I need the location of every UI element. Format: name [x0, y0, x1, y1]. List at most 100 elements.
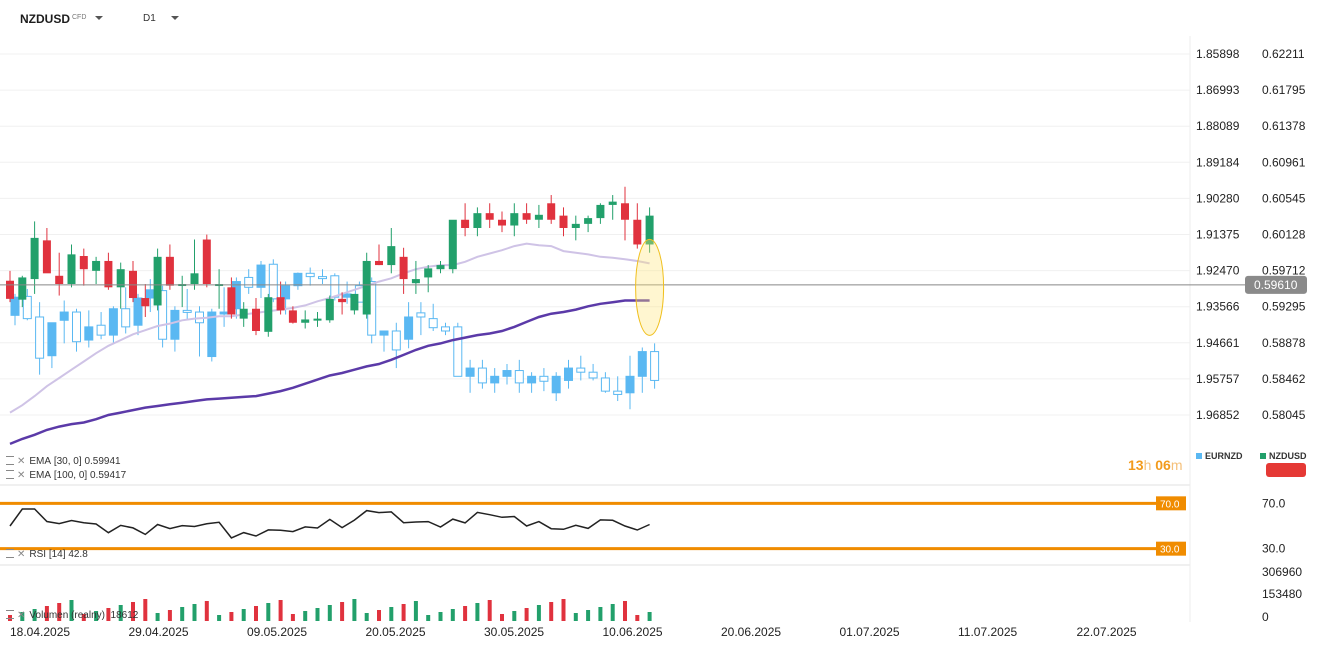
- symbol-label[interactable]: NZDUSD: [20, 12, 70, 26]
- nzdusd-candle-body: [239, 308, 248, 319]
- chart-toolbar: NZDUSD CFD D1: [0, 0, 1320, 36]
- volume-bar: [438, 612, 443, 621]
- eurnzd-candle-body: [121, 308, 131, 328]
- nzdusd-candle-body: [30, 237, 39, 280]
- nzdusd-candle-body: [596, 204, 605, 219]
- indicator-close-icon[interactable]: ✕: [17, 456, 26, 467]
- right-axis-tick-label: 0.60545: [1262, 191, 1306, 205]
- nzdusd-candle-body: [485, 213, 494, 220]
- eurnzd-candle-body: [330, 275, 340, 298]
- rsi-level-badge-label: 30.0: [1160, 545, 1180, 556]
- nzdusd-candle-body: [645, 215, 654, 245]
- nzdusd-candle-body: [6, 280, 14, 299]
- nzdusd-candle-body: [141, 298, 150, 307]
- nzdusd-candle-body: [461, 219, 470, 228]
- rsi-level-badge-label: 70.0: [1160, 499, 1180, 510]
- indicator-menu-icon[interactable]: [6, 470, 14, 479]
- rsi-axis-tick-label: 70.0: [1262, 496, 1286, 510]
- x-axis-tick-label: 18.04.2025: [10, 625, 70, 639]
- legend-eurnzd: EURNZD: [1196, 451, 1243, 461]
- nzdusd-candle-body: [608, 201, 617, 205]
- volume-bar: [81, 614, 86, 621]
- nzdusd-candle-body: [92, 260, 101, 271]
- eurnzd-candle-body: [22, 295, 32, 320]
- current-price-badge: [1245, 275, 1307, 294]
- volume-bar: [623, 601, 627, 621]
- timeframe-selector[interactable]: D1: [143, 13, 156, 24]
- volume-bar: [32, 609, 37, 621]
- volume-bar: [549, 602, 554, 621]
- volume-bar: [327, 605, 332, 621]
- eurnzd-candle-body: [108, 308, 118, 336]
- left-axis-tick-label: 1.92470: [1196, 264, 1240, 278]
- nzdusd-candle-body: [387, 246, 396, 266]
- nzdusd-candle-body: [116, 269, 125, 288]
- left-axis-tick-label: 1.89184: [1196, 155, 1240, 169]
- eurnzd-candle-body: [453, 326, 463, 377]
- nzdusd-candle-body: [424, 268, 433, 278]
- eurnzd-candle-body: [207, 311, 217, 358]
- nzdusd-candle-body: [67, 254, 76, 285]
- eurnzd-candle-body: [564, 367, 573, 381]
- nzdusd-candle-body: [522, 213, 531, 220]
- right-axis-tick-label: 0.58045: [1262, 408, 1306, 422]
- indicator-menu-icon[interactable]: [6, 549, 14, 558]
- volume-bar: [413, 601, 418, 621]
- volume-bar: [94, 611, 99, 621]
- x-axis-tick-label: 11.07.2025: [958, 625, 1017, 639]
- indicator-close-icon[interactable]: ✕: [17, 610, 26, 621]
- indicator-menu-icon[interactable]: [6, 610, 14, 619]
- volume-bar: [500, 614, 504, 621]
- volume-bar: [192, 604, 197, 621]
- symbol-dropdown-chevron-icon[interactable]: [95, 16, 103, 20]
- right-axis-tick-label: 0.59295: [1262, 300, 1306, 314]
- eurnzd-candle-body: [539, 375, 549, 382]
- volume-bar: [377, 610, 381, 621]
- ema30-indicator-label[interactable]: ✕ EMA [30, 0] 0.59941: [6, 455, 121, 467]
- indicator-menu-icon[interactable]: [6, 456, 14, 465]
- volume-bar: [57, 603, 62, 621]
- eurnzd-candle-body: [551, 375, 561, 394]
- eurnzd-candle-body: [219, 311, 229, 315]
- volume-bar: [401, 604, 406, 621]
- nzdusd-candle-body: [436, 265, 445, 270]
- volume-bar: [586, 610, 591, 621]
- nzdusd-candle-body: [18, 277, 27, 300]
- eurnzd-candle-body: [158, 290, 168, 340]
- sell-button[interactable]: [1266, 463, 1306, 477]
- ema100-line: [9, 299, 650, 446]
- right-axis-tick-label: 0.58462: [1262, 372, 1306, 386]
- ema100-indicator-label[interactable]: ✕ EMA [100, 0] 0.59417: [6, 469, 126, 481]
- eurnzd-candle-body: [416, 312, 426, 318]
- nzdusd-candle-body: [288, 310, 297, 323]
- nzdusd-candle-body: [411, 279, 420, 284]
- left-axis-tick-label: 1.88089: [1196, 119, 1240, 133]
- eurnzd-candle-body: [650, 351, 660, 381]
- x-axis-tick-label: 20.06.2025: [721, 625, 781, 639]
- indicator-close-icon[interactable]: ✕: [17, 470, 26, 481]
- volume-bar: [364, 613, 369, 621]
- eurnzd-candle-body: [588, 371, 598, 379]
- eurnzd-candle-body: [47, 322, 57, 357]
- candle-countdown: 13h 06m: [1128, 457, 1183, 473]
- eurnzd-candle-body: [514, 370, 524, 384]
- indicator-close-icon[interactable]: ✕: [17, 549, 26, 560]
- left-axis-tick-label: 1.95757: [1196, 372, 1240, 386]
- volume-indicator-label[interactable]: ✕ Volumen (realny) 18612: [6, 609, 138, 621]
- left-axis-tick-label: 1.96852: [1196, 408, 1240, 422]
- nzdusd-candle-body: [362, 260, 371, 315]
- nzdusd-candle-body: [55, 275, 64, 285]
- volume-bar: [475, 603, 480, 621]
- volume-bar: [635, 615, 640, 621]
- volume-bar: [143, 599, 148, 621]
- volume-bar: [340, 602, 345, 621]
- nzdusd-candle-body: [375, 260, 383, 266]
- eurnzd-candle-body: [502, 370, 512, 377]
- nzdusd-candle-body: [350, 293, 359, 311]
- rsi-indicator-label[interactable]: ✕ RSI [14] 42.8: [6, 548, 88, 560]
- timeframe-dropdown-chevron-icon[interactable]: [171, 16, 179, 20]
- nzdusd-candle-body: [264, 297, 273, 332]
- x-axis-tick-label: 01.07.2025: [840, 625, 900, 639]
- nzdusd-candle-body: [473, 213, 482, 228]
